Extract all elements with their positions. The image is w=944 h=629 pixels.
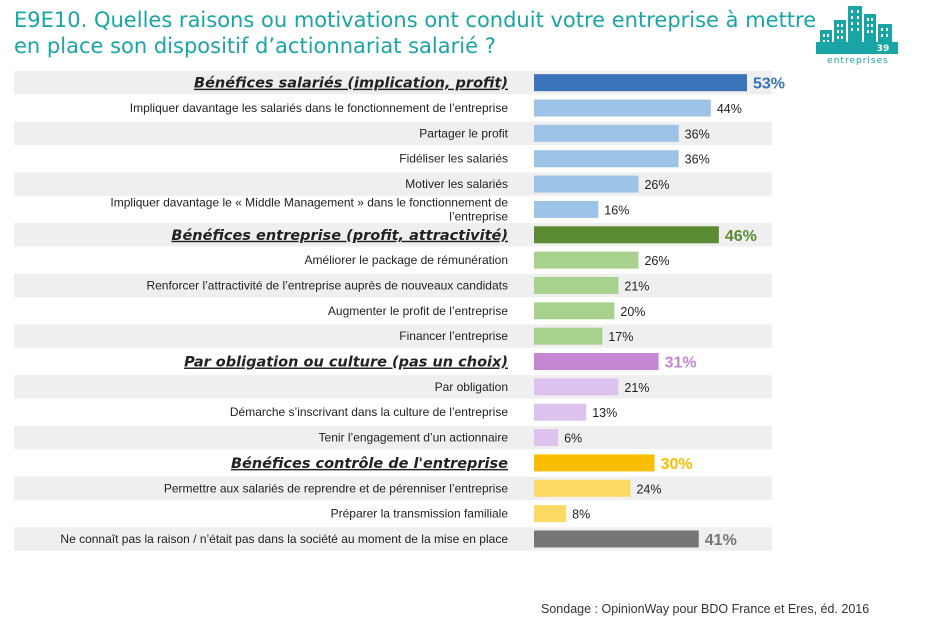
data-label: 6% [564, 432, 582, 446]
category-label: Permettre aux salariés de reprendre et d… [164, 481, 509, 495]
bar [534, 226, 719, 244]
category-label: Motiver les salariés [405, 177, 508, 191]
bar [534, 403, 587, 421]
category-label: Financer l’entreprise [399, 329, 508, 343]
bar [534, 251, 639, 269]
data-label: 8% [572, 508, 590, 522]
data-label: 36% [685, 153, 710, 167]
bar [534, 454, 655, 472]
bar [534, 200, 599, 218]
bar [534, 276, 619, 294]
category-label: Impliquer davantage les salariés dans le… [130, 101, 509, 115]
row-stripe [14, 324, 772, 348]
category-label: Préparer la transmission familiale [331, 507, 509, 521]
data-label: 20% [620, 305, 645, 319]
horizontal-bar-chart: Bénéfices salariés (implication, profit)… [14, 71, 785, 551]
category-label: Augmenter le profit de l’entreprise [328, 304, 508, 318]
bar [534, 302, 615, 320]
category-label: Tenir l’engagement d’un actionnaire [319, 431, 509, 445]
row-stripe [14, 375, 772, 399]
group-header-label: Bénéfices contrôle de l'entreprise [231, 456, 508, 472]
data-label: 30% [661, 456, 693, 473]
bar [534, 327, 603, 345]
bar [534, 479, 631, 497]
bar [534, 74, 747, 92]
data-label: 21% [624, 381, 649, 395]
source-note: Sondage : OpinionWay pour BDO France et … [541, 602, 870, 616]
category-label: Ne connaît pas la raison / n’était pas d… [60, 532, 508, 546]
category-label: Améliorer le package de rémunération [305, 253, 508, 267]
data-label: 53% [753, 76, 785, 93]
data-label: 26% [644, 254, 669, 268]
data-label: 41% [705, 532, 737, 549]
group-header-label: Bénéfices salariés (implication, profit) [194, 76, 508, 92]
category-label: Par obligation [435, 380, 508, 394]
bar [534, 175, 639, 193]
row-stripe [14, 425, 772, 450]
bar [534, 530, 699, 548]
data-label: 13% [592, 406, 617, 420]
data-label: 24% [636, 482, 661, 496]
data-label: 36% [685, 127, 710, 141]
category-label: Impliquer davantage le « Middle Manageme… [110, 195, 508, 223]
category-label: Partager le profit [419, 126, 508, 140]
bar [534, 505, 567, 523]
bar [534, 99, 711, 117]
data-label: 44% [717, 102, 742, 116]
logo-word: entreprises [827, 56, 889, 66]
bar [534, 150, 679, 168]
group-header-label: Bénéfices entreprise (profit, attractivi… [171, 228, 508, 244]
data-label: 26% [644, 178, 669, 192]
bar [534, 429, 559, 447]
category-label: Renforcer l’attractivité de l’entreprise… [146, 278, 508, 292]
group-header-label: Par obligation ou culture (pas un choix) [184, 355, 508, 371]
chart-title: E9E10. Quelles raisons ou motivations on… [14, 8, 817, 58]
bar [534, 353, 659, 371]
logo-count: 39 [876, 44, 890, 54]
data-label: 21% [624, 279, 649, 293]
data-label: 16% [604, 203, 629, 217]
category-label: Fidéliser les salariés [399, 152, 508, 166]
bar [534, 378, 619, 396]
data-label: 17% [608, 330, 633, 344]
data-label: 31% [665, 355, 697, 372]
buildings-logo-icon [816, 6, 898, 54]
category-label: Démarche s’inscrivant dans la culture de… [230, 405, 508, 419]
data-label: 46% [725, 228, 757, 245]
bar [534, 124, 679, 142]
